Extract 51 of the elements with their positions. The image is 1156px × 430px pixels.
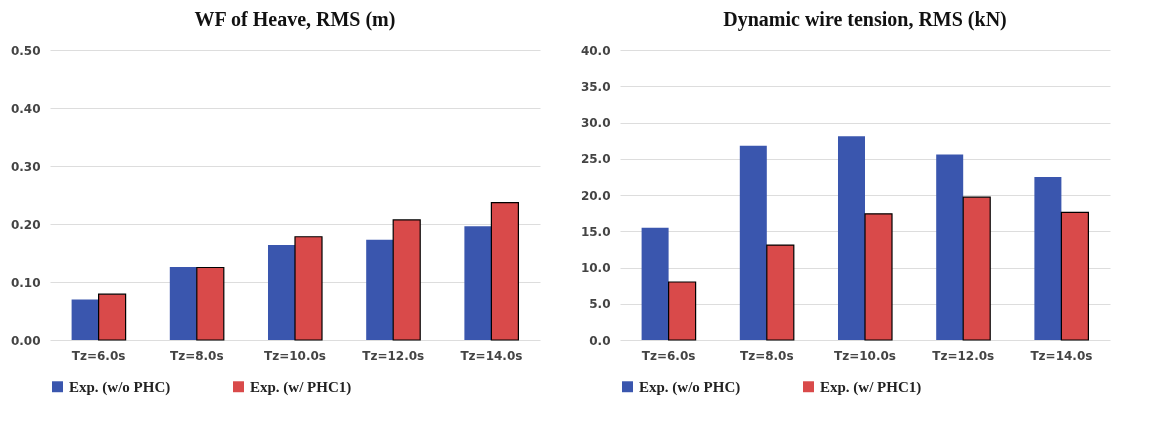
- legend-label: Exp. (w/o PHC): [69, 378, 171, 396]
- y-tick-label: 5.0: [589, 297, 611, 312]
- bar: [962, 196, 991, 341]
- bar: [668, 281, 697, 341]
- y-tick-label: 10.0: [580, 261, 611, 275]
- y-tick-label: 20.0: [580, 188, 611, 203]
- x-tick-label: Tz=12.0s: [362, 348, 425, 363]
- legend-label: Exp. (w/ PHC1): [250, 378, 352, 396]
- bar: [936, 154, 964, 340]
- bar: [1034, 176, 1062, 340]
- bar: [268, 244, 295, 340]
- x-tick-label: Tz=12.0s: [932, 348, 995, 363]
- x-tick-label: Tz=14.0s: [460, 348, 523, 363]
- legend-label: Exp. (w/o PHC): [639, 378, 741, 396]
- y-tick-label: 0.00: [10, 333, 41, 348]
- bar: [739, 145, 767, 340]
- y-tick-label: 0.40: [10, 101, 41, 116]
- bar: [490, 201, 519, 341]
- bar: [294, 236, 323, 341]
- y-tick-label: 30.0: [580, 116, 611, 130]
- bar: [71, 299, 99, 340]
- x-tick-label: Tz=14.0s: [1030, 348, 1093, 363]
- y-tick-label: 15.0: [580, 224, 611, 239]
- bar: [392, 219, 421, 341]
- x-tick-label: Tz=6.0s: [71, 348, 126, 363]
- bar: [766, 244, 795, 341]
- bar: [98, 293, 127, 341]
- chart-title: WF of Heave, RMS (m): [194, 8, 396, 31]
- chart-title: Dynamic wire tension, RMS (kN): [723, 8, 1007, 31]
- bar: [838, 136, 865, 340]
- x-tick-label: Tz=8.0s: [739, 348, 794, 363]
- y-tick-label: 0.0: [589, 333, 611, 348]
- x-tick-label: Tz=10.0s: [264, 348, 326, 363]
- x-tick-label: Tz=6.0s: [641, 348, 696, 363]
- bar: [196, 266, 225, 341]
- bar: [464, 226, 492, 340]
- x-tick-label: Tz=8.0s: [169, 348, 224, 363]
- y-tick-label: 35.0: [580, 79, 611, 94]
- y-tick-label: 0.50: [10, 43, 41, 58]
- bar: [641, 227, 669, 340]
- legend-label: Exp. (w/ PHC1): [820, 378, 922, 396]
- y-tick-label: 0.10: [10, 275, 41, 290]
- y-tick-label: 25.0: [580, 152, 611, 167]
- y-tick-label: 40.0: [580, 43, 611, 58]
- bar: [366, 239, 394, 340]
- y-tick-label: 0.20: [10, 217, 41, 232]
- x-tick-label: Tz=10.0s: [834, 348, 896, 363]
- y-tick-label: 0.30: [10, 159, 41, 174]
- bar: [169, 266, 197, 340]
- bar: [864, 213, 893, 341]
- bar: [1060, 211, 1089, 341]
